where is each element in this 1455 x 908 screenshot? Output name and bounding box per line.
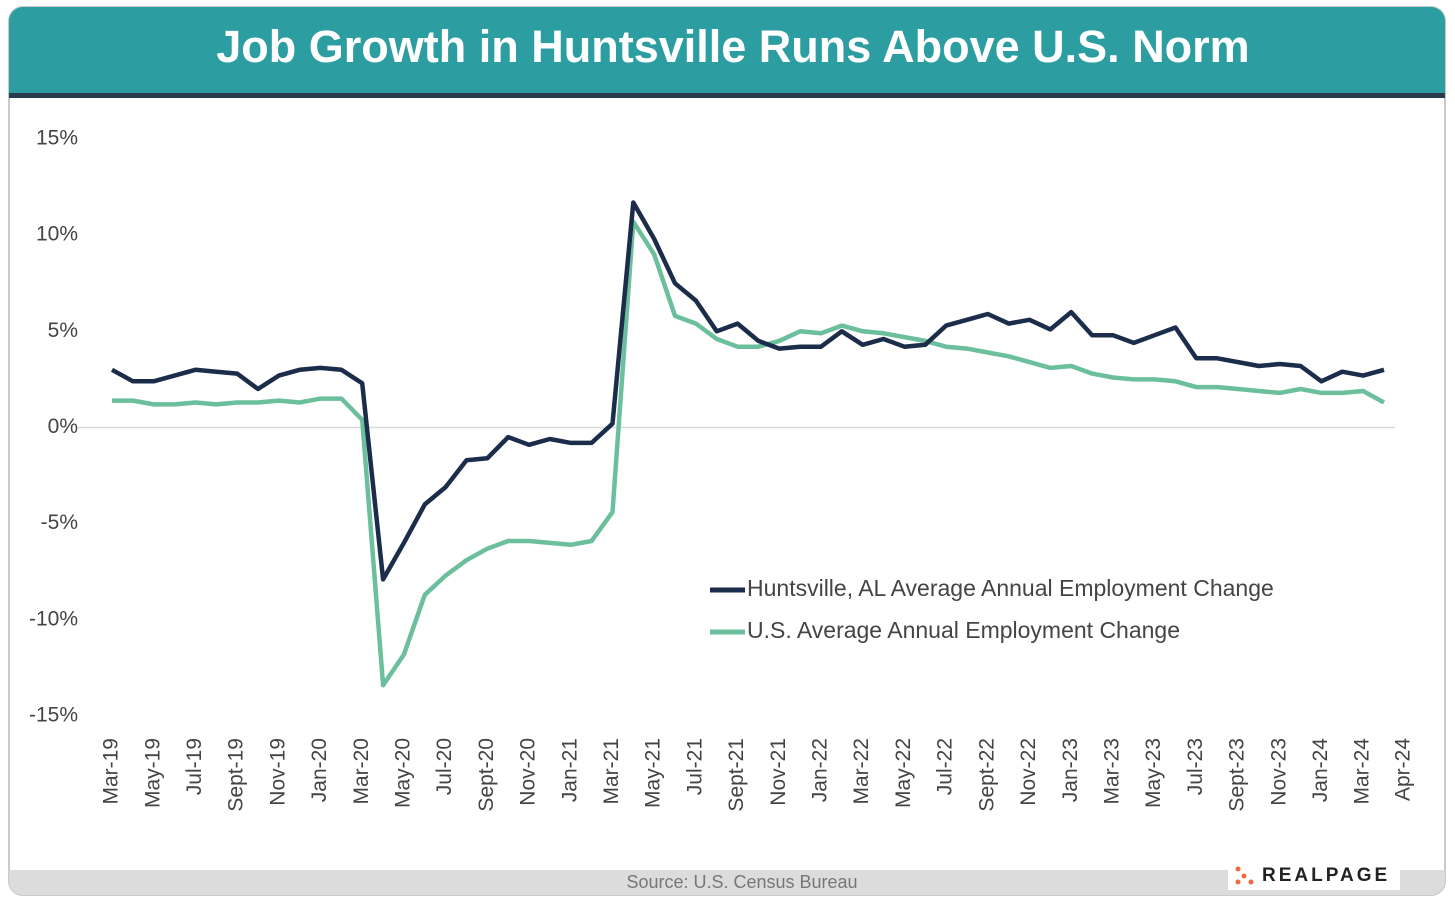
x-tick-label: Nov-21	[767, 738, 790, 806]
x-tick-label: May-21	[642, 738, 665, 808]
x-tick-label: Sept-19	[225, 738, 248, 812]
y-tick-label: 0%	[48, 415, 78, 438]
y-tick-label: -15%	[29, 704, 78, 727]
x-tick-label: May-23	[1142, 738, 1165, 808]
y-tick-label: 10%	[36, 223, 78, 246]
x-tick-label: Mar-24	[1351, 738, 1374, 805]
header	[9, 7, 1445, 95]
x-tick-label: Jul-23	[1184, 738, 1207, 795]
legend-label: Huntsville, AL Average Annual Employment…	[747, 575, 1274, 601]
x-tick-label: Mar-20	[350, 738, 373, 805]
logo-dot	[1248, 879, 1254, 885]
logo-dot	[1235, 866, 1241, 872]
x-tick-label: Nov-20	[517, 738, 540, 806]
x-tick-label: Nov-19	[266, 738, 289, 806]
x-tick-label: Mar-23	[1100, 738, 1123, 805]
y-tick-label: 5%	[48, 319, 78, 342]
x-tick-label: Jul-19	[183, 738, 206, 795]
x-tick-label: Jan-23	[1059, 738, 1082, 802]
x-tick-label: Jan-20	[308, 738, 331, 802]
x-tick-label: Mar-21	[600, 738, 623, 805]
logo-dot	[1241, 873, 1247, 879]
x-tick-label: Jan-22	[809, 738, 832, 802]
x-tick-label: Sept-22	[975, 738, 998, 812]
y-tick-label: -5%	[41, 511, 78, 534]
brand-logo: REALPAGE	[1262, 865, 1390, 886]
x-tick-label: Jul-21	[683, 738, 706, 795]
x-tick-label: Mar-19	[100, 738, 123, 805]
x-tick-label: Jan-24	[1309, 738, 1332, 803]
source-note: Source: U.S. Census Bureau	[626, 872, 857, 892]
x-tick-label: Jan-21	[558, 738, 581, 802]
series-line	[110, 200, 1385, 582]
footer	[9, 870, 1445, 895]
header-rule	[9, 93, 1445, 98]
x-tick-label: May-19	[141, 738, 164, 808]
x-tick-label: May-20	[391, 738, 414, 808]
x-tick-label: Jul-20	[433, 738, 456, 795]
x-tick-label: Sept-23	[1226, 738, 1249, 812]
x-tick-label: Mar-22	[850, 738, 873, 805]
logo-dot	[1235, 879, 1241, 885]
legend-label: U.S. Average Annual Employment Change	[747, 617, 1180, 643]
y-tick-label: 15%	[36, 127, 78, 150]
x-tick-label: Jul-22	[934, 738, 957, 795]
logo-box	[1228, 860, 1400, 890]
x-tick-label: Nov-23	[1267, 738, 1290, 806]
x-tick-label: Sept-21	[725, 738, 748, 812]
x-tick-label: Nov-22	[1017, 738, 1040, 806]
chart-title: Job Growth in Huntsville Runs Above U.S.…	[216, 21, 1249, 72]
x-tick-label: Sept-20	[475, 738, 498, 812]
series-line	[112, 219, 1386, 688]
x-tick-label: May-22	[892, 738, 915, 808]
x-tick-label: Apr-24	[1392, 738, 1415, 801]
y-tick-label: -10%	[29, 607, 78, 630]
